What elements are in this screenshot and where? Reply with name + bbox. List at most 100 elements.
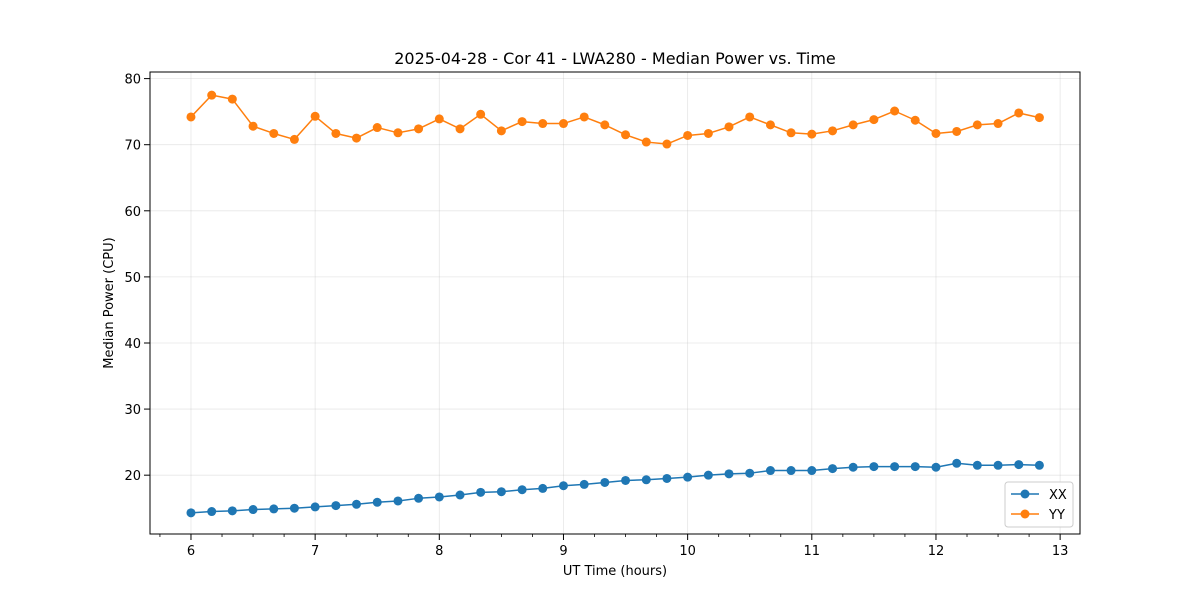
data-point-xx bbox=[476, 487, 486, 497]
legend-label-yy: YY bbox=[1048, 508, 1065, 523]
data-point-xx bbox=[351, 499, 361, 509]
data-point-xx bbox=[517, 485, 527, 495]
data-point-yy bbox=[745, 112, 755, 122]
data-point-xx bbox=[579, 479, 589, 489]
data-point-yy bbox=[662, 139, 672, 149]
data-point-yy bbox=[351, 133, 361, 143]
data-point-xx bbox=[186, 508, 196, 518]
data-point-yy bbox=[828, 126, 838, 136]
y-tick-label: 50 bbox=[124, 271, 141, 286]
y-tick-label: 30 bbox=[124, 403, 141, 418]
data-point-yy bbox=[393, 128, 403, 138]
data-point-yy bbox=[331, 128, 341, 138]
data-point-xx bbox=[558, 481, 568, 491]
data-point-yy bbox=[869, 115, 879, 125]
data-point-xx bbox=[828, 464, 838, 474]
data-point-xx bbox=[248, 505, 258, 515]
data-point-yy bbox=[910, 115, 920, 125]
x-tick-label: 9 bbox=[559, 544, 567, 559]
data-point-yy bbox=[579, 112, 589, 122]
data-point-yy bbox=[269, 128, 279, 138]
plot-frame bbox=[149, 71, 1081, 535]
data-point-yy bbox=[931, 128, 941, 138]
data-point-yy bbox=[600, 120, 610, 130]
legend-marker-xx bbox=[1020, 489, 1030, 499]
data-point-yy bbox=[227, 94, 237, 104]
data-point-xx bbox=[372, 497, 382, 507]
data-point-yy bbox=[434, 114, 444, 124]
data-point-xx bbox=[269, 504, 279, 514]
data-point-xx bbox=[414, 493, 424, 503]
data-point-yy bbox=[248, 121, 258, 131]
data-point-xx bbox=[1014, 460, 1024, 470]
data-point-xx bbox=[869, 462, 879, 472]
data-point-xx bbox=[662, 473, 672, 483]
x-tick-label: 8 bbox=[435, 544, 443, 559]
data-point-xx bbox=[600, 477, 610, 487]
data-point-xx bbox=[765, 466, 775, 476]
legend-label-xx: XX bbox=[1049, 488, 1067, 503]
y-tick-label: 80 bbox=[124, 73, 141, 88]
legend: XX YY bbox=[1004, 481, 1074, 528]
legend-marker-yy bbox=[1020, 509, 1030, 519]
data-point-yy bbox=[496, 126, 506, 136]
data-point-xx bbox=[890, 462, 900, 472]
axis-ticks: 6 7 8 9 10 11 12 13 20 30 40 50 60 70 80 bbox=[124, 73, 1068, 559]
data-point-yy bbox=[414, 124, 424, 134]
data-point-yy bbox=[683, 130, 693, 140]
data-point-yy bbox=[1034, 113, 1044, 123]
data-point-xx bbox=[207, 507, 217, 517]
data-point-xx bbox=[910, 462, 920, 472]
data-point-xx bbox=[703, 470, 713, 480]
chart-title: 2025-04-28 - Cor 41 - LWA280 - Median Po… bbox=[394, 49, 836, 68]
data-point-xx bbox=[434, 492, 444, 502]
data-point-xx bbox=[993, 460, 1003, 470]
data-point-xx bbox=[807, 466, 817, 476]
series-group bbox=[186, 90, 1044, 518]
x-tick-label: 11 bbox=[804, 544, 821, 559]
data-point-xx bbox=[931, 462, 941, 472]
data-point-xx bbox=[621, 475, 631, 485]
x-tick-label: 10 bbox=[679, 544, 696, 559]
data-point-yy bbox=[1014, 108, 1024, 118]
data-point-xx bbox=[289, 503, 299, 513]
data-point-yy bbox=[703, 128, 713, 138]
y-tick-label: 60 bbox=[124, 205, 141, 220]
data-point-xx bbox=[972, 460, 982, 470]
data-point-yy bbox=[289, 134, 299, 144]
data-point-yy bbox=[972, 120, 982, 130]
data-point-xx bbox=[952, 458, 962, 468]
grid-lines bbox=[150, 72, 1080, 534]
y-tick-label: 70 bbox=[124, 139, 141, 154]
data-point-xx bbox=[331, 501, 341, 511]
data-point-yy bbox=[455, 124, 465, 134]
data-point-xx bbox=[496, 487, 506, 497]
data-point-yy bbox=[476, 109, 486, 119]
data-point-yy bbox=[558, 119, 568, 129]
data-point-yy bbox=[786, 128, 796, 138]
x-axis-label: UT Time (hours) bbox=[563, 564, 667, 579]
data-point-xx bbox=[393, 496, 403, 506]
data-point-xx bbox=[745, 468, 755, 478]
x-tick-label: 6 bbox=[187, 544, 195, 559]
data-point-xx bbox=[786, 466, 796, 476]
data-point-xx bbox=[310, 502, 320, 512]
data-point-yy bbox=[848, 120, 858, 130]
data-point-yy bbox=[952, 126, 962, 136]
data-point-yy bbox=[724, 122, 734, 132]
data-point-yy bbox=[765, 120, 775, 130]
data-point-xx bbox=[1034, 460, 1044, 470]
y-tick-label: 20 bbox=[124, 469, 141, 484]
data-point-yy bbox=[993, 119, 1003, 129]
data-point-yy bbox=[517, 117, 527, 127]
data-point-xx bbox=[848, 462, 858, 472]
data-point-xx bbox=[683, 472, 693, 482]
data-point-xx bbox=[227, 506, 237, 516]
data-point-yy bbox=[186, 112, 196, 122]
x-tick-label: 7 bbox=[311, 544, 319, 559]
data-point-xx bbox=[641, 475, 651, 485]
data-point-xx bbox=[538, 483, 548, 493]
data-point-yy bbox=[207, 90, 217, 100]
